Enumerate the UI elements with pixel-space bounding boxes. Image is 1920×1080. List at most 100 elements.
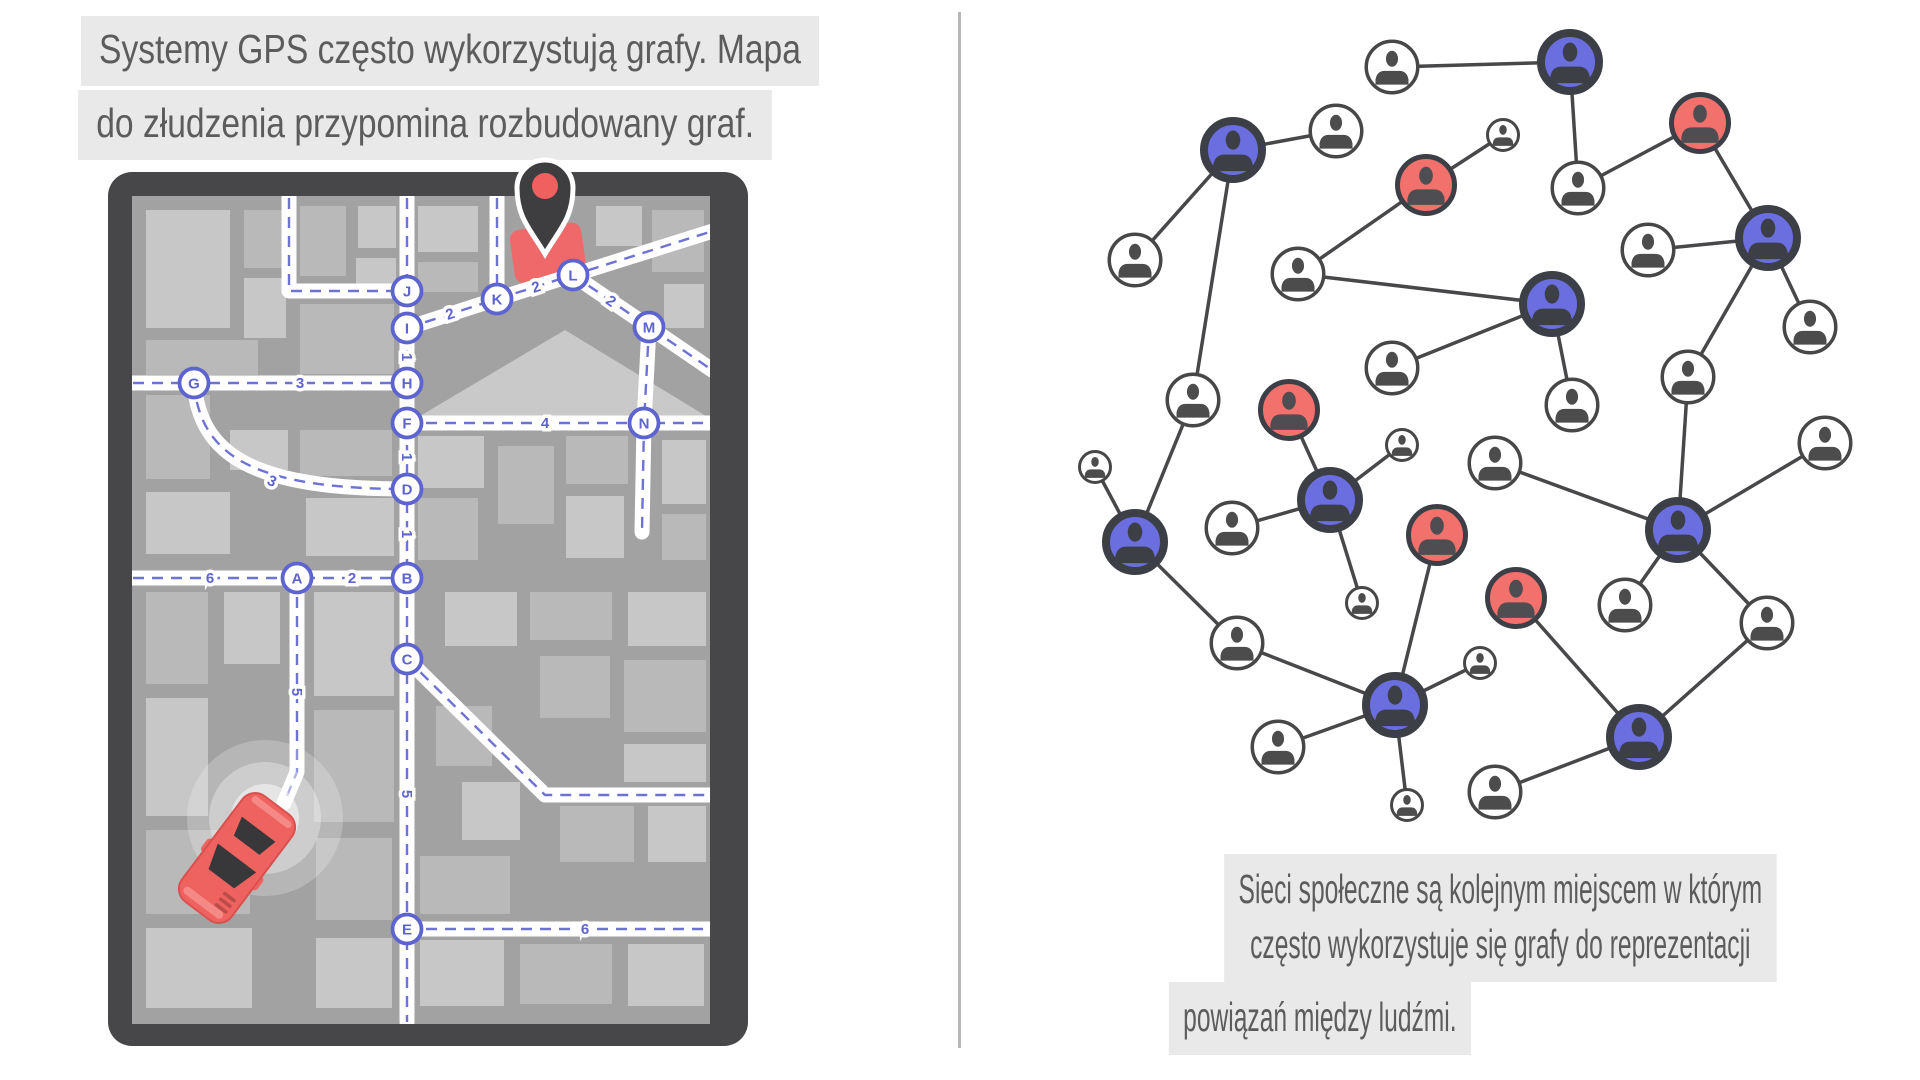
network-person-node-white [1739,595,1795,651]
network-person-node-red [1258,379,1320,441]
person-icon-body [1418,539,1456,555]
person-icon [1329,114,1343,131]
person-icon [1230,626,1244,643]
person-icon-body [1808,446,1842,461]
person-icon [1631,717,1647,737]
person-icon-body [1561,191,1595,206]
svg-text:A: A [292,571,303,588]
road-weight-label: 1 [398,453,415,461]
svg-text:K: K [492,292,503,309]
map-node-F: F [390,406,424,440]
map-road-centerline [192,382,408,491]
network-person-node-white [1597,577,1653,633]
svg-text:F: F [402,416,411,433]
network-person-node-small [1486,118,1520,152]
road-weight-label: 1 [398,353,415,361]
panel-divider [958,12,961,1048]
person-icon-body [1215,531,1249,546]
road-weight-label: 1 [398,530,415,538]
network-person-node-white [1620,222,1676,278]
person-icon [1803,310,1817,327]
svg-text:I: I [405,321,409,338]
person-icon-body [1270,414,1308,430]
map-road-centerline [287,198,407,293]
person-icon [1398,434,1406,445]
person-icon-body [1750,626,1784,641]
person-icon [1387,685,1403,705]
person-icon [1419,166,1433,185]
network-person-node-small [1078,450,1112,484]
gps-caption-line-1: Systemy GPS często wykorzystują grafy. M… [80,16,819,87]
person-icon [1282,391,1296,410]
destination-pin-icon [514,157,576,259]
person-icon [1291,257,1305,274]
person-icon-body [1407,189,1445,205]
person-icon [1488,775,1502,792]
map-node-N: N [627,406,661,440]
person-icon [1128,243,1142,260]
person-icon [1670,510,1686,530]
road-weight-label: 2 [348,570,356,587]
network-person-node-white [1467,435,1523,491]
network-person-node-red [1485,567,1547,629]
map-node-B: B [390,561,424,595]
pin-dot [532,173,558,199]
network-person-node-blue [1102,509,1168,575]
gps-caption: Systemy GPS często wykorzystują grafy. M… [0,16,850,164]
road-weight-label: 4 [541,415,550,432]
person-icon-body [1608,608,1642,623]
network-person-node-white [1797,415,1853,471]
network-person-node-blue [1519,271,1585,337]
person-icon [1641,233,1655,250]
person-icon [1430,516,1444,535]
person-icon [1565,388,1579,405]
social-network-graph [1078,29,1853,822]
network-person-node-white [1107,232,1163,288]
person-icon [1562,42,1578,62]
svg-text:B: B [402,571,413,588]
network-person-node-red [1406,504,1468,566]
map-node-D: D [390,472,424,506]
person-icon-body [1396,807,1418,816]
person-icon-body [1671,380,1705,395]
road-weight-label: 6 [581,921,589,938]
person-icon [1571,171,1585,188]
person-icon-body [1555,408,1589,423]
network-person-node-white [1250,719,1306,775]
road-weight-label: 3 [296,375,304,392]
person-icon [1509,579,1523,598]
network-edges [1093,60,1826,806]
person-icon [1760,218,1776,238]
network-person-node-white [1364,340,1420,396]
pin-body [514,157,576,259]
network-person-node-blue [1200,117,1266,183]
person-icon-body [1658,534,1698,552]
network-person-node-blue [1735,205,1801,271]
network-person-node-white [1209,615,1265,671]
person-icon-body [1375,70,1409,85]
network-person-node-white [1270,246,1326,302]
map-node-G: G [177,366,211,400]
person-icon [1186,383,1200,400]
svg-text:D: D [402,482,413,499]
car-icon [177,792,297,924]
social-caption-box-2: powiązań między ludźmi. [1168,981,1472,1055]
person-icon-body [1213,154,1253,172]
network-person-node-blue [1606,704,1672,770]
person-icon-body [1631,253,1665,268]
network-edge [1297,272,1553,306]
person-icon-body [1319,134,1353,149]
social-caption-line-1: Sieci społeczne są kolejnym miejscem w k… [1238,866,1763,912]
person-icon-body [1748,242,1788,260]
person-icon-body [1310,504,1350,522]
person-icon [1225,511,1239,528]
person-icon-body [1261,750,1295,765]
network-person-node-small [1385,428,1419,462]
person-icon-body [1532,308,1572,326]
person-icon-body [1497,602,1535,618]
social-caption-box: Sieci społeczne są kolejnym miejscem w k… [1224,854,1777,982]
network-person-node-small [1463,646,1497,680]
person-icon-body [1375,709,1415,727]
network-nodes [1078,29,1853,822]
person-icon-body [1619,741,1659,759]
